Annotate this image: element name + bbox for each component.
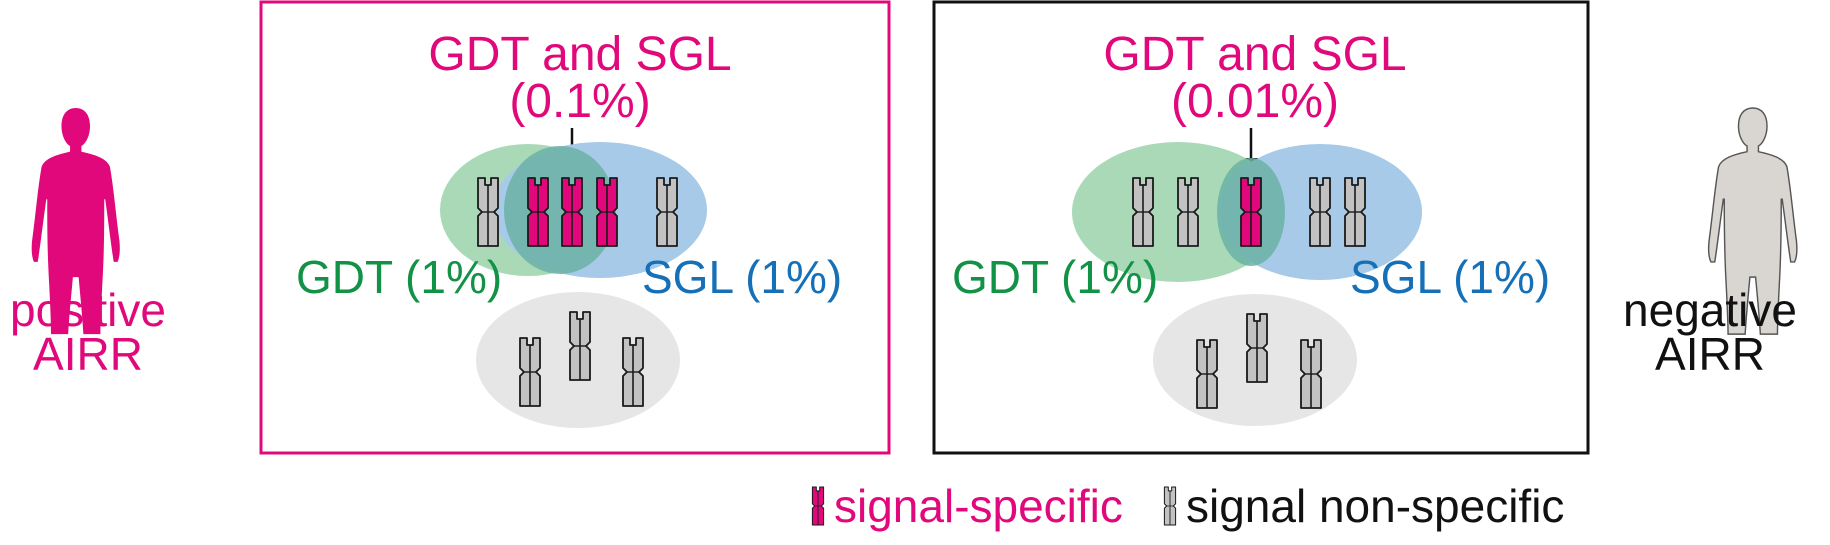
negative-gdt-chromosome	[1132, 177, 1154, 247]
legend-nonspecific-label: signal non-specific	[1186, 480, 1564, 532]
negative-panel: GDT and SGL (0.01%) GDT (1%) SGL (1%)	[932, 0, 1590, 455]
positive-specific-chromosome	[527, 177, 549, 247]
positive-specific-chromosome	[596, 177, 618, 247]
negative-background-chromosome	[1246, 313, 1268, 383]
negative-background-chromosome	[1196, 339, 1218, 409]
positive-label-line2: AIRR	[33, 328, 143, 380]
positive-panel-frame	[259, 0, 891, 455]
positive-overlap-pct: (0.1%)	[509, 75, 650, 128]
legend-nonspecific-chromosome-icon	[1163, 486, 1177, 526]
negative-label-line1: negative	[1623, 284, 1797, 336]
legend-specific-chromosome-icon	[811, 486, 825, 526]
negative-label-line2: AIRR	[1655, 328, 1765, 380]
negative-background-chromosome	[1300, 339, 1322, 409]
positive-background-chromosome	[519, 337, 541, 407]
positive-gdt-chromosome	[477, 177, 499, 247]
negative-panel-frame	[932, 0, 1590, 455]
positive-overlap-title: GDT and SGL	[428, 28, 731, 81]
positive-background-chromosome	[622, 337, 644, 407]
negative-sgl-label: SGL (1%)	[1350, 251, 1550, 303]
positive-panel: GDT and SGL (0.1%) GDT (1%) SGL (1%)	[259, 0, 891, 455]
negative-specific-chromosome	[1240, 177, 1262, 247]
negative-sgl-chromosome	[1309, 177, 1331, 247]
negative-gdt-chromosome	[1177, 177, 1199, 247]
negative-sgl-chromosome	[1344, 177, 1366, 247]
positive-label-line1: positive	[10, 284, 166, 336]
positive-gdt-label: GDT (1%)	[296, 251, 502, 303]
positive-sgl-label: SGL (1%)	[642, 251, 842, 303]
legend-specific-label: signal-specific	[834, 480, 1123, 532]
negative-overlap-title: GDT and SGL	[1103, 28, 1406, 81]
positive-background-chromosome	[569, 311, 591, 381]
positive-specific-chromosome	[561, 177, 583, 247]
negative-overlap-pct: (0.01%)	[1171, 75, 1339, 128]
negative-gdt-label: GDT (1%)	[952, 251, 1158, 303]
legend: signal-specific signal non-specific	[811, 480, 1564, 532]
positive-sgl-chromosome	[656, 177, 678, 247]
